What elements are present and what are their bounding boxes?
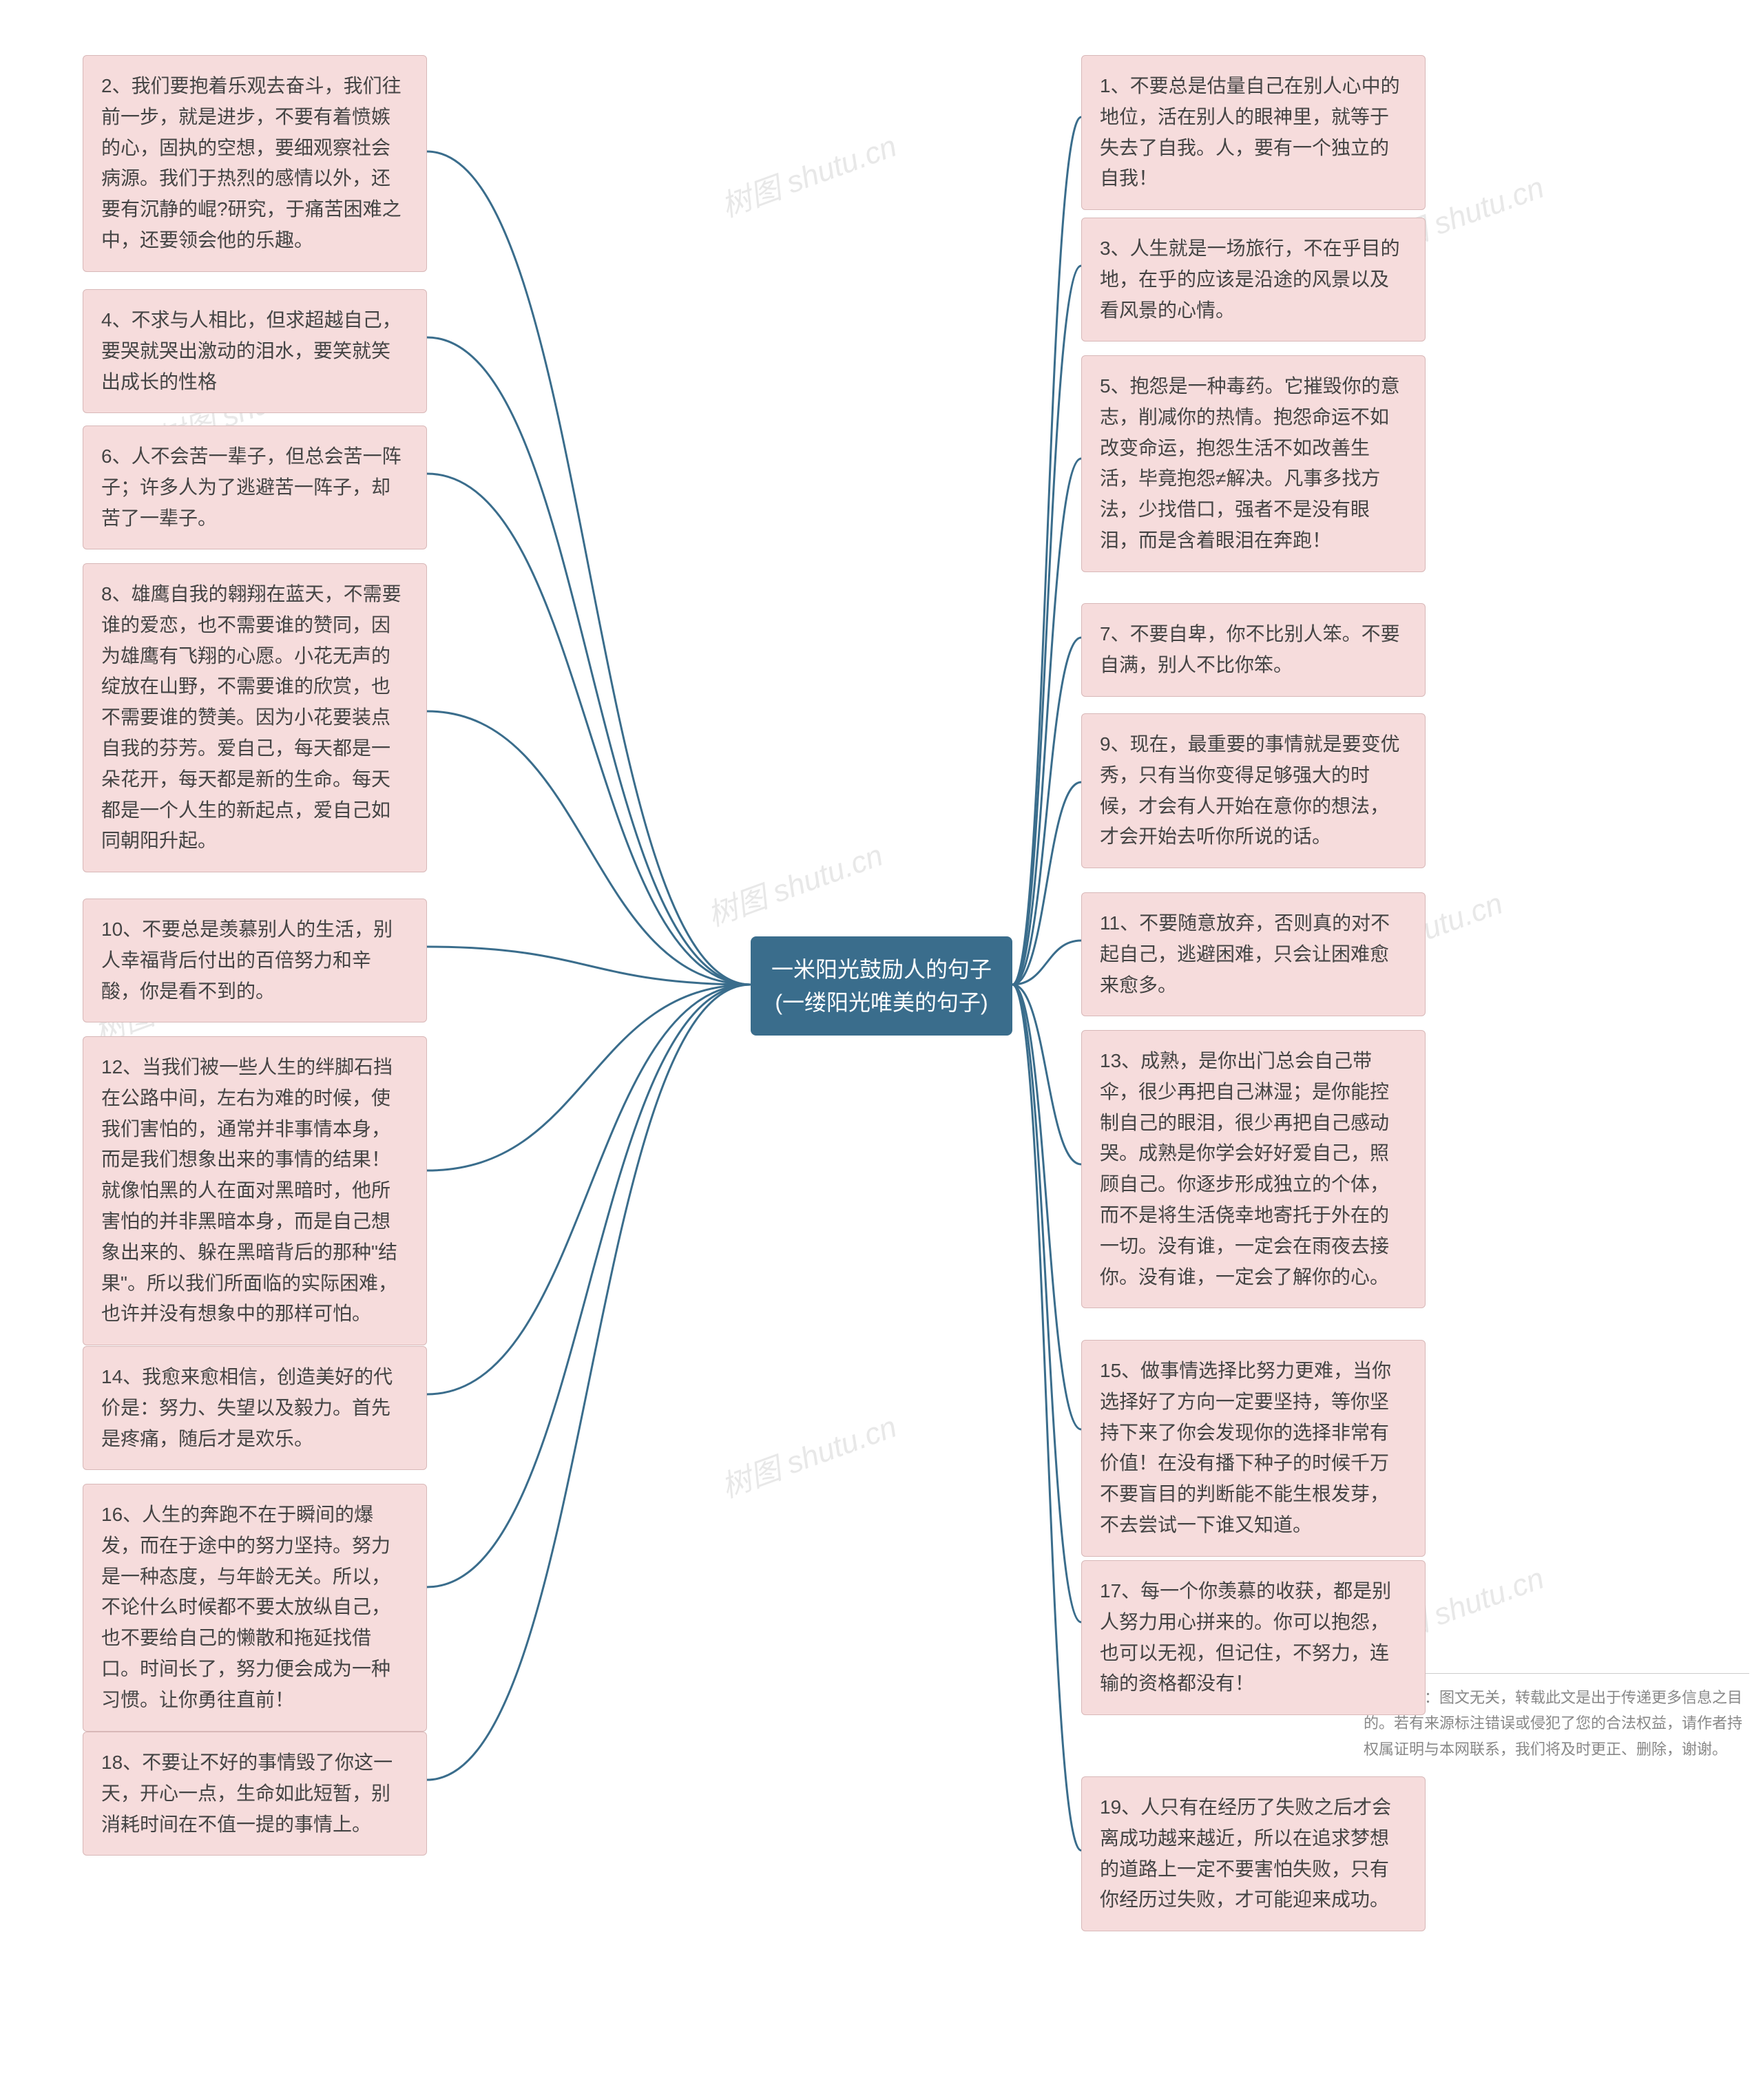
left-node-3: 8、雄鹰自我的翱翔在蓝天，不需要谁的爱恋，也不需要谁的赞同，因为雄鹰有飞翔的心愿…	[83, 563, 427, 872]
left-node-1: 4、不求与人相比，但求超越自己，要哭就哭出激动的泪水，要笑就笑出成长的性格	[83, 289, 427, 413]
left-node-4: 10、不要总是羡慕别人的生活，别人幸福背后付出的百倍努力和辛酸，你是看不到的。	[83, 899, 427, 1022]
right-node-9: 19、人只有在经历了失败之后才会离成功越来越近，所以在追求梦想的道路上一定不要害…	[1081, 1776, 1426, 1931]
right-node-8: 17、每一个你羡慕的收获，都是别人努力用心拼来的。你可以抱怨，也可以无视，但记住…	[1081, 1560, 1426, 1715]
left-node-8: 18、不要让不好的事情毁了你这一天，开心一点，生命如此短暂，别消耗时间在不值一提…	[83, 1732, 427, 1856]
right-node-0: 1、不要总是估量自己在别人心中的地位，活在别人的眼神里，就等于失去了自我。人，要…	[1081, 55, 1426, 210]
right-node-3: 7、不要自卑，你不比别人笨。不要自满，别人不比你笨。	[1081, 603, 1426, 697]
left-node-7: 16、人生的奔跑不在于瞬间的爆发，而在于途中的努力坚持。努力是一种态度，与年龄无…	[83, 1484, 427, 1732]
left-node-2: 6、人不会苦一辈子，但总会苦一阵子；许多人为了逃避苦一阵子，却苦了一辈子。	[83, 426, 427, 549]
mindmap-container: 一米阳光鼓励人的句子(一缕阳光唯美的句子) 版权声明：图文无关，转载此文是出于传…	[0, 0, 1763, 2100]
right-node-4: 9、现在，最重要的事情就是要变优秀，只有当你变得足够强大的时候，才会有人开始在意…	[1081, 713, 1426, 868]
right-node-2: 5、抱怨是一种毒药。它摧毁你的意志，削减你的热情。抱怨命运不如改变命运，抱怨生活…	[1081, 355, 1426, 572]
right-node-5: 11、不要随意放弃，否则真的对不起自己，逃避困难，只会让困难愈来愈多。	[1081, 892, 1426, 1016]
left-node-0: 2、我们要抱着乐观去奋斗，我们往前一步，就是进步，不要有着愤嫉的心，固执的空想，…	[83, 55, 427, 272]
center-title: 一米阳光鼓励人的句子(一缕阳光唯美的句子)	[771, 957, 992, 1015]
watermark-4: 树图 shutu.cn	[700, 830, 888, 934]
left-node-5: 12、当我们被一些人生的绊脚石挡在公路中间，左右为难的时候，使我们害怕的，通常并…	[83, 1036, 427, 1345]
watermark-1: 树图 shutu.cn	[714, 121, 901, 225]
watermark-7: 树图 shutu.cn	[714, 1402, 901, 1506]
right-node-7: 15、做事情选择比努力更难，当你选择好了方向一定要坚持，等你坚持下来了你会发现你…	[1081, 1340, 1426, 1557]
right-node-1: 3、人生就是一场旅行，不在乎目的地，在乎的应该是沿途的风景以及看风景的心情。	[1081, 218, 1426, 342]
center-node: 一米阳光鼓励人的句子(一缕阳光唯美的句子)	[751, 936, 1012, 1036]
left-node-6: 14、我愈来愈相信，创造美好的代价是：努力、失望以及毅力。首先是疼痛，随后才是欢…	[83, 1346, 427, 1470]
right-node-6: 13、成熟，是你出门总会自己带伞，很少再把自己淋湿；是你能控制自己的眼泪，很少再…	[1081, 1030, 1426, 1308]
